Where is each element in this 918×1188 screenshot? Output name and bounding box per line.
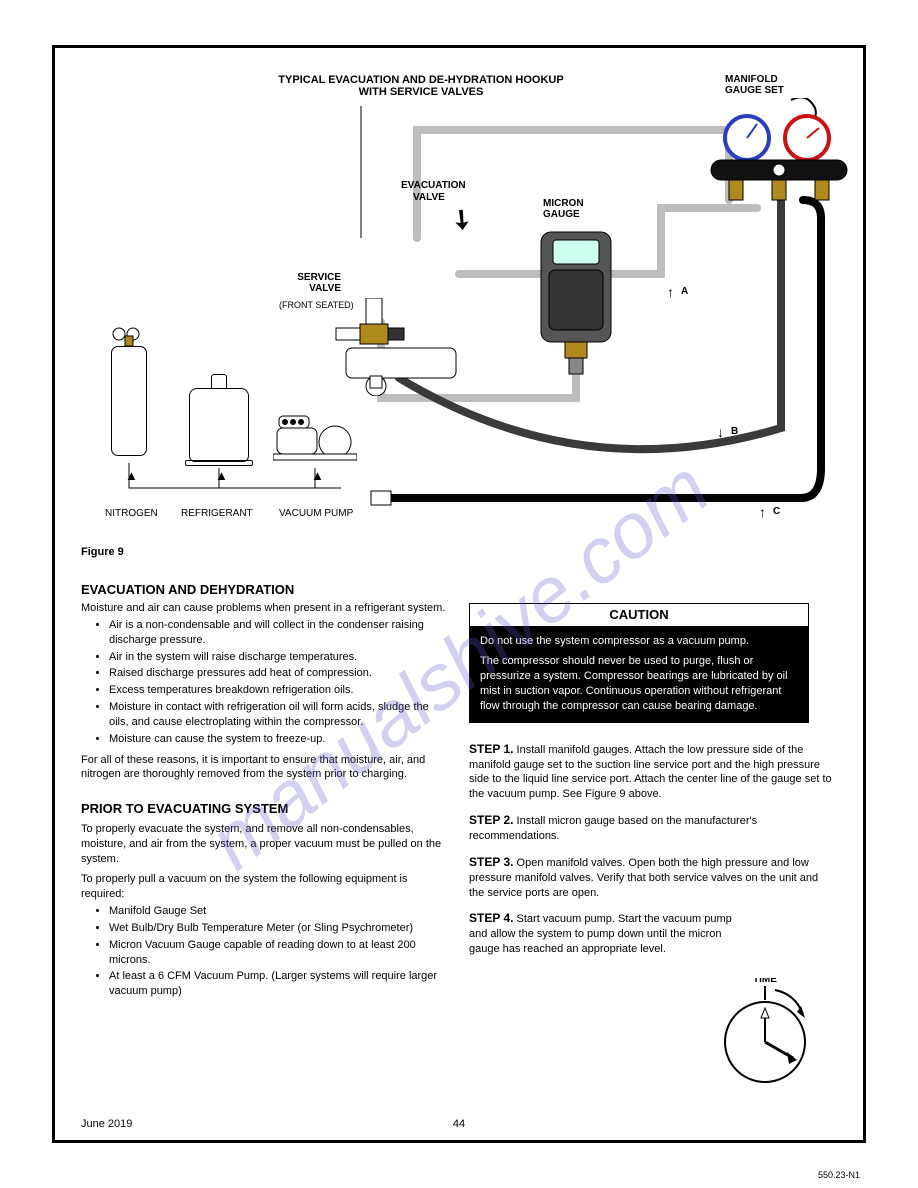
list-item: At least a 6 CFM Vacuum Pump. (Larger sy… xyxy=(109,969,447,999)
list-item: Manifold Gauge Set xyxy=(109,904,447,919)
arrow-down-icon: ↓ xyxy=(717,424,724,440)
arrow-up-icon: ↑ xyxy=(667,284,674,300)
nitrogen-regulator-icon xyxy=(111,326,147,346)
step1-text: Install manifold gauges. Attach the low … xyxy=(469,744,832,801)
step2-head: STEP 2. xyxy=(469,813,513,827)
arrow-up-icon: ▲ xyxy=(215,468,228,483)
refrigerant-label: REFRIGERANT xyxy=(181,508,253,519)
page-date: June 2019 xyxy=(81,1118,132,1130)
vacuum-label: VACUUM PUMP xyxy=(279,508,353,519)
section1-intro: Moisture and air can cause problems when… xyxy=(81,601,447,616)
step3-text: Open manifold valves. Open both the high… xyxy=(469,857,818,899)
section2-intro-a: To properly evacuate the system, and rem… xyxy=(81,822,447,867)
clock-icon: TIME xyxy=(715,978,807,1070)
list-item: Micron Vacuum Gauge capable of reading d… xyxy=(109,938,447,968)
step2-text: Install micron gauge based on the manufa… xyxy=(469,815,757,842)
step1-head: STEP 1. xyxy=(469,742,513,756)
caution-line1: Do not use the system compressor as a va… xyxy=(480,634,798,649)
nitrogen-cylinder xyxy=(111,346,147,456)
arrow-up-icon: ▲ xyxy=(125,468,138,483)
figure-number: Figure 9 xyxy=(81,546,124,558)
section1-bullet-list: Air is a non-condensable and will collec… xyxy=(109,618,447,747)
list-item: Moisture can cause the system to freeze-… xyxy=(109,732,447,747)
caution-box: CAUTION Do not use the system compressor… xyxy=(469,603,809,723)
section2-bullet-list: Manifold Gauge Set Wet Bulb/Dry Bulb Tem… xyxy=(109,904,447,999)
doc-ref: 550.23-N1 xyxy=(818,1170,860,1180)
manifold-gauge-set xyxy=(707,98,851,218)
refrigerant-cylinder xyxy=(189,388,249,462)
svc-label-1: SERVICE xyxy=(291,272,341,283)
micron-label-1: MICRON xyxy=(543,198,584,209)
list-item: Excess temperatures breakdown refrigerat… xyxy=(109,683,447,698)
hookup-schematic: TYPICAL EVACUATION AND DE-HYDRATION HOOK… xyxy=(81,68,843,528)
list-item: Raised discharge pressures add heat of c… xyxy=(109,666,447,681)
caution-line2: The compressor should never be used to p… xyxy=(480,654,798,713)
caution-heading: CAUTION xyxy=(470,604,808,626)
step3-head: STEP 3. xyxy=(469,855,513,869)
conn-b: B xyxy=(731,426,738,437)
section-heading-prior: PRIOR TO EVACUATING SYSTEM xyxy=(81,800,447,818)
step4-head: STEP 4. xyxy=(469,911,513,925)
manifold-label-2: GAUGE SET xyxy=(725,85,784,96)
conn-c: C xyxy=(773,506,780,517)
vacuum-pump xyxy=(273,408,357,464)
svc-label-3: (FRONT SEATED) xyxy=(279,300,354,310)
page-number: 44 xyxy=(453,1118,465,1130)
arrow-up-icon: ↑ xyxy=(759,504,766,520)
list-item: Air is a non-condensable and will collec… xyxy=(109,618,447,648)
micron-gauge xyxy=(531,226,621,376)
conn-a: A xyxy=(681,286,688,297)
arrow-up-icon: ▲ xyxy=(311,468,324,483)
micron-label-2: GAUGE xyxy=(543,209,584,220)
list-item: Moisture in contact with refrigeration o… xyxy=(109,700,447,730)
list-item: Air in the system will raise discharge t… xyxy=(109,650,447,665)
section1-tail: For all of these reasons, it is importan… xyxy=(81,753,447,783)
nitrogen-label: NITROGEN xyxy=(105,508,158,519)
section2-intro-b: To properly pull a vacuum on the system … xyxy=(81,872,447,902)
svc-label-2: VALVE xyxy=(291,283,341,294)
list-item: Wet Bulb/Dry Bulb Temperature Meter (or … xyxy=(109,921,447,936)
manifold-label-1: MANIFOLD xyxy=(725,74,784,85)
evac-valve-label-1: EVACUATION xyxy=(401,180,466,191)
clock-label: TIME xyxy=(753,978,777,985)
refrigerant-foot xyxy=(185,460,253,466)
service-valve-assembly xyxy=(326,298,476,396)
evac-valve-label-2: VALVE xyxy=(413,192,445,203)
section-heading-evac: EVACUATION AND DEHYDRATION xyxy=(81,582,863,597)
